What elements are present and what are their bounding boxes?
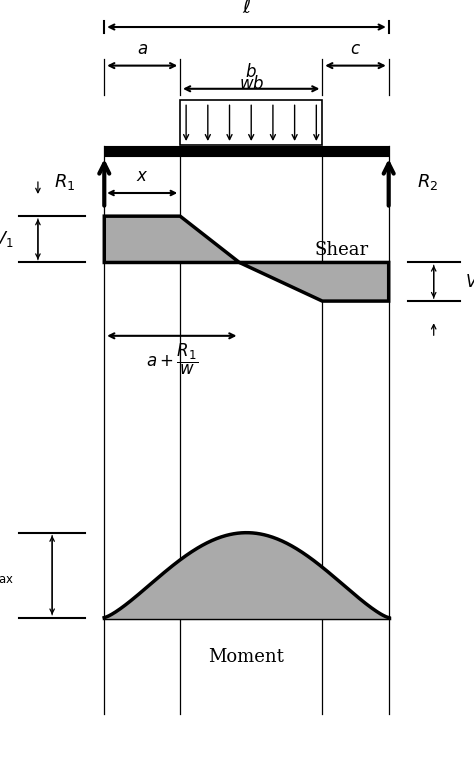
Text: $b$: $b$ [246, 63, 257, 81]
Text: $V_2$: $V_2$ [465, 272, 474, 292]
Text: Moment: Moment [209, 648, 284, 666]
Polygon shape [104, 216, 239, 262]
Text: $V_1$: $V_1$ [0, 229, 14, 249]
Text: $R_2$: $R_2$ [417, 172, 438, 192]
Text: $a + \dfrac{R_1}{w}$: $a + \dfrac{R_1}{w}$ [146, 342, 198, 378]
Text: $R_1$: $R_1$ [55, 172, 76, 192]
Text: $a$: $a$ [137, 41, 148, 58]
Text: $x$: $x$ [136, 168, 148, 185]
Text: $c$: $c$ [350, 41, 361, 58]
Text: $\ell$: $\ell$ [242, 0, 251, 17]
Text: $M_{\mathrm{max}}$: $M_{\mathrm{max}}$ [0, 565, 14, 585]
Text: $wb$: $wb$ [238, 75, 264, 93]
Bar [180, 100, 322, 145]
Text: Shear: Shear [314, 241, 368, 259]
Polygon shape [239, 262, 389, 301]
